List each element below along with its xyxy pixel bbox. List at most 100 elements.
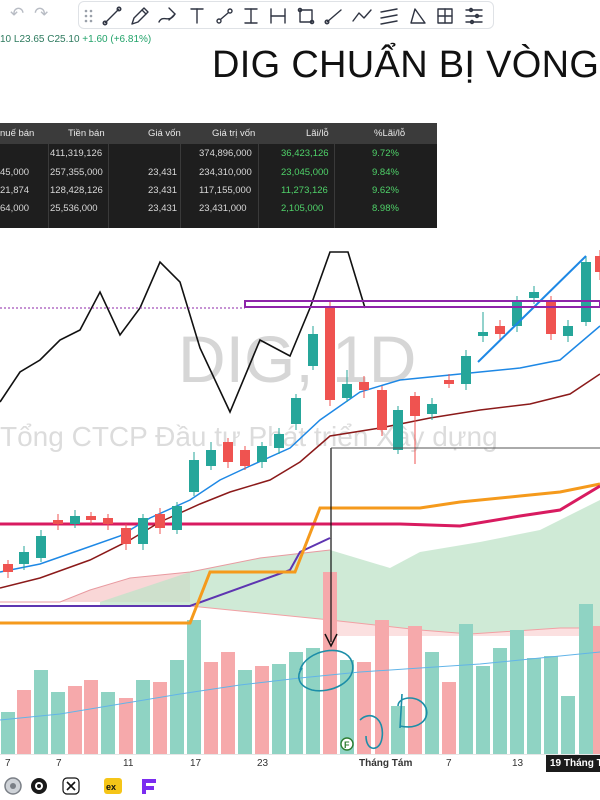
volume-bar (408, 626, 422, 754)
drag-handle-icon[interactable] (84, 9, 93, 23)
candle (546, 296, 556, 340)
x-label-8: 13 (512, 758, 524, 769)
time-axis[interactable]: 7 7 11 17 23 Tháng Tám 7 13 19 Tháng Tám (0, 754, 600, 773)
candle (121, 524, 131, 550)
cloud-red-right (330, 620, 600, 636)
candle (595, 250, 600, 280)
ray-icon[interactable] (324, 9, 342, 25)
ma-purple-line (0, 537, 331, 607)
x-label-2: 7 (56, 758, 62, 769)
header-profit: Lãi/lỗ (306, 128, 329, 139)
uptrend-line[interactable] (477, 255, 587, 363)
pen-scribble-mark-1[interactable] (359, 714, 384, 750)
header-profit-pct: %Lãi/lỗ (374, 128, 406, 139)
trend-line-icon[interactable] (102, 6, 122, 26)
volume-bar (306, 648, 320, 754)
resistance-zone[interactable] (244, 300, 600, 308)
volume-circle-mark[interactable] (298, 649, 354, 692)
table-header (0, 123, 437, 144)
cell-r3-c1: 25,536,000 (50, 203, 98, 214)
candle (19, 546, 29, 570)
f-app-icon[interactable] (142, 779, 156, 794)
volume-bar (323, 572, 337, 754)
redo-icon[interactable]: ↷ (34, 4, 49, 23)
candle (410, 392, 420, 464)
candle (53, 514, 63, 530)
volume-bar (101, 692, 115, 754)
polyline-icon[interactable] (352, 9, 372, 22)
volume-bar (1, 712, 15, 754)
volume-bar (84, 680, 98, 754)
cell-r3-c2: 23,431 (148, 203, 178, 214)
x-label-1: 7 (5, 758, 11, 769)
kijun-line (0, 373, 600, 589)
volume-bar (425, 652, 439, 754)
x-label-4: 17 (190, 758, 202, 769)
volume-bar (510, 630, 524, 754)
tenkan-line (0, 325, 600, 573)
text-icon[interactable] (190, 8, 204, 24)
path-icon[interactable] (216, 8, 233, 24)
x-label-current: 19 Tháng Tám (546, 755, 600, 773)
candle (223, 438, 233, 468)
candle (138, 514, 148, 550)
candle (257, 442, 267, 468)
cell-r3-c3: 23,431,000 (199, 203, 247, 214)
candle (155, 508, 165, 534)
volume-bar (391, 706, 405, 754)
volume-bar (221, 652, 235, 754)
volume-bar (119, 698, 133, 754)
drawing-toolbar (78, 1, 494, 29)
cell-r2-c2: 23,431 (148, 185, 178, 196)
parallel-channel-icon[interactable] (380, 8, 398, 25)
volume-bar (272, 664, 286, 754)
watermark-company: Tổng CTCP Đầu tư Phát triển Xây dựng (0, 421, 498, 452)
candle (172, 502, 182, 534)
candle (359, 376, 369, 398)
crosshair-icon[interactable] (437, 8, 453, 24)
candle (70, 510, 80, 528)
opera-app-icon[interactable] (31, 778, 47, 794)
x-label-7: 7 (446, 758, 452, 769)
volume-bar (204, 662, 218, 754)
volume-bar (153, 682, 167, 754)
price-range-icon[interactable] (270, 8, 286, 24)
anchor-text-icon[interactable] (244, 8, 258, 24)
volume-bar (493, 648, 507, 754)
candle (495, 320, 505, 340)
cell-r0-c4: 36,423,126 (281, 148, 329, 159)
x-label-5: 23 (257, 758, 269, 769)
quote-line: 10 L23.65 C25.10 +1.60 (+6.81%) (0, 34, 151, 45)
pen-scribble-mark-2[interactable] (397, 693, 428, 729)
cell-r1-c2: 23,431 (148, 167, 178, 178)
candle (274, 428, 284, 454)
triangle-icon[interactable] (410, 8, 426, 24)
cell-r1-c0: 45,000 (0, 167, 30, 178)
cell-r2-c0: 21,874 (0, 185, 30, 196)
more-tools-icon[interactable] (465, 7, 483, 25)
highlighter-icon[interactable] (158, 7, 176, 23)
settings-app-icon[interactable] (4, 777, 22, 795)
cell-r2-c4: 11,273,126 (281, 185, 328, 196)
rectangle-icon[interactable] (297, 7, 315, 25)
volume-bar (136, 680, 150, 754)
candle (240, 446, 250, 470)
candle (36, 530, 46, 562)
chikou-line (0, 251, 366, 414)
exness-app-icon[interactable]: ex (104, 778, 122, 794)
volume-bar (51, 692, 65, 754)
event-marker[interactable] (340, 737, 354, 751)
candle (342, 370, 352, 402)
pen-icon[interactable] (131, 7, 149, 25)
undo-icon[interactable]: ↶ (10, 4, 25, 23)
volume-bar (170, 660, 184, 754)
ohlc-values: 10 L23.65 C25.10 (0, 34, 80, 45)
candle (444, 374, 454, 388)
capcut-app-icon[interactable] (62, 777, 80, 795)
price-chart[interactable]: DIG, 1D Tổng CTCP Đầu tư Phát triển Xây … (0, 30, 600, 754)
volume-bar (476, 666, 490, 754)
candle (478, 312, 488, 342)
volume-ma-line (0, 651, 600, 721)
candle (393, 406, 403, 454)
candle (308, 326, 318, 370)
